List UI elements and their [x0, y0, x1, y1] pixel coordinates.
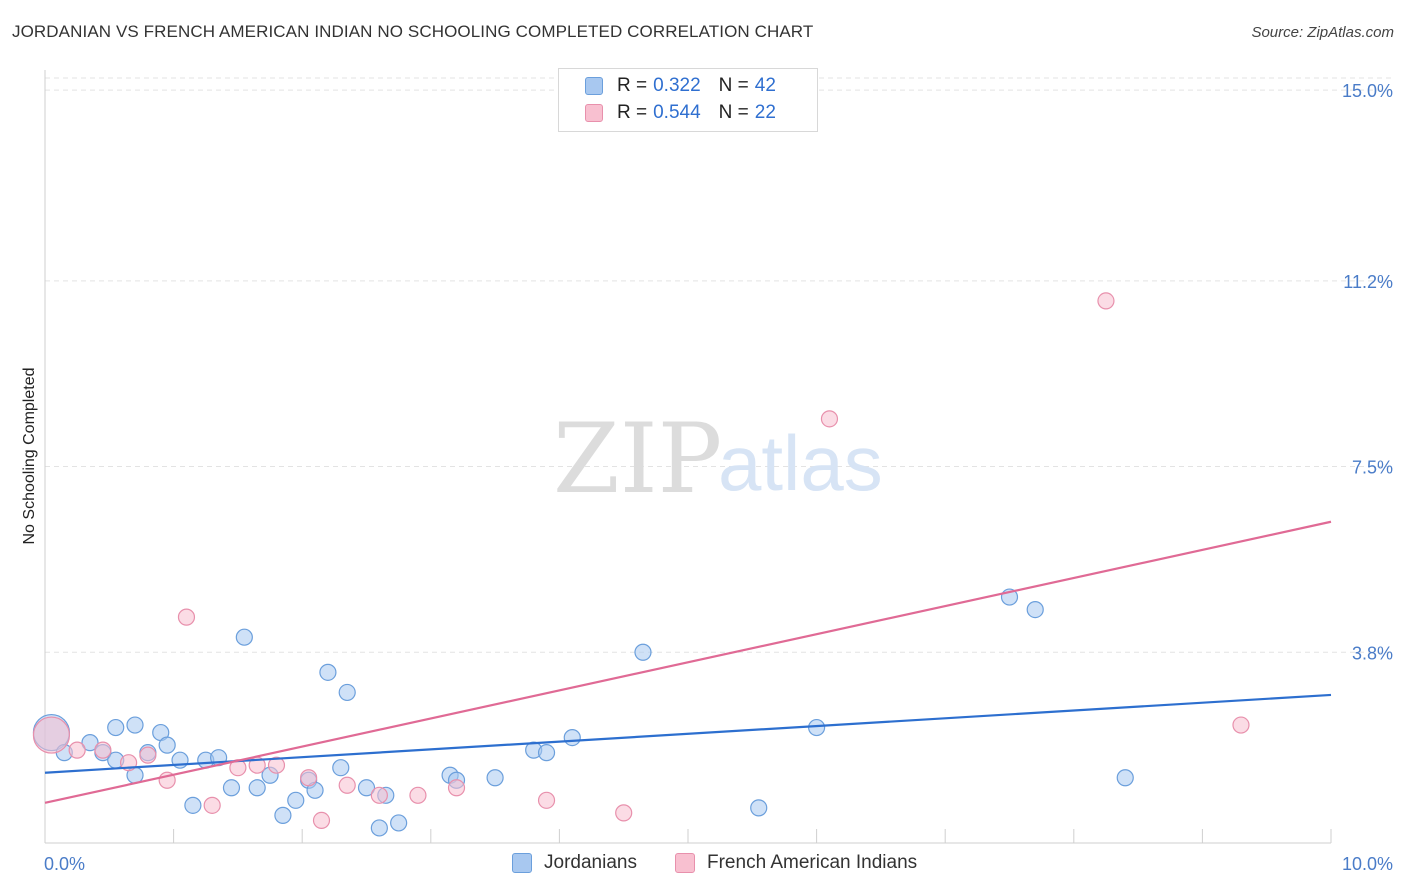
legend-n-value: 42: [754, 75, 776, 96]
legend-row-french: R = 0.544 N = 22: [585, 100, 776, 126]
watermark-zip: ZIP: [553, 403, 722, 515]
french-point: [820, 410, 839, 428]
french-point: [537, 791, 556, 809]
french-point: [68, 741, 86, 759]
legend-r-value: 0.322: [653, 75, 701, 96]
french-point: [300, 769, 318, 787]
jordanian-point: [807, 718, 826, 737]
legend-r-label: R =: [617, 75, 648, 96]
french-point: [338, 776, 356, 794]
french-point: [409, 786, 427, 804]
legend-n-label: N =: [718, 102, 749, 123]
x-tick-label: 10.0%: [1342, 854, 1393, 874]
jordanian-trend-line: [44, 693, 1332, 774]
jordanian-point: [563, 728, 581, 747]
jordanian-point: [248, 779, 266, 797]
jordanian-point: [287, 791, 305, 809]
jordanian-point: [274, 806, 292, 824]
jordanian-point: [184, 796, 202, 814]
legend-n-label: N =: [718, 75, 749, 96]
legend-swatch-blue: [585, 77, 603, 95]
y-tick-label: 11.2%: [1343, 272, 1393, 292]
legend-row-jordanians: R = 0.322 N = 42: [585, 73, 776, 99]
jordanian-point: [537, 744, 556, 762]
jordanian-point: [107, 718, 125, 737]
french-point: [203, 796, 221, 814]
french-point: [1097, 292, 1115, 310]
data-points: [32, 292, 1250, 837]
bottom-legend-label-french: French American Indians: [707, 852, 918, 873]
bottom-legend-swatch-pink: [675, 853, 695, 873]
french-point: [94, 741, 112, 759]
y-tick-label: 7.5%: [1352, 458, 1393, 478]
french-point: [267, 756, 286, 774]
legend-r-label: R =: [617, 102, 648, 123]
french-point: [1232, 716, 1250, 734]
french-point: [370, 786, 388, 804]
y-tick-label: 15.0%: [1342, 81, 1393, 101]
bottom-legend-label-jordanians: Jordanians: [544, 852, 637, 873]
jordanian-point: [1116, 769, 1134, 787]
jordanian-point: [750, 799, 768, 817]
legend-swatch-pink: [585, 104, 603, 122]
jordanian-point: [235, 628, 253, 646]
grid-lines: [45, 77, 1391, 653]
french-trend-line: [44, 520, 1332, 804]
french-point: [312, 811, 331, 830]
trend-lines: [44, 520, 1332, 804]
bottom-legend-jordanians: Jordanians: [512, 852, 637, 874]
jordanian-point: [158, 736, 176, 754]
legend-r-value: 0.544: [653, 102, 701, 123]
jordanian-point: [370, 819, 388, 837]
jordanian-point: [332, 759, 350, 777]
jordanian-point: [634, 643, 652, 661]
bottom-legend-french: French American Indians: [675, 852, 917, 874]
french-point: [177, 608, 196, 626]
jordanian-point: [390, 814, 408, 832]
bottom-legend-swatch-blue: [512, 853, 532, 873]
watermark: ZIP atlas: [553, 403, 883, 515]
french-point: [32, 716, 71, 754]
chart-title: JORDANIAN VS FRENCH AMERICAN INDIAN NO S…: [12, 22, 814, 41]
axes: [44, 70, 1332, 844]
french-point: [139, 746, 157, 764]
legend-n-value: 22: [754, 102, 776, 123]
jordanian-point: [486, 769, 504, 787]
stats-legend: R = 0.322 N = 42 R = 0.544 N = 22: [558, 68, 818, 132]
x-tick-label: 0.0%: [44, 854, 85, 874]
tick-labels: 3.8% 7.5% 11.2% 15.0% 0.0% 10.0%: [44, 81, 1393, 874]
jordanian-point: [1026, 600, 1044, 619]
jordanian-point: [338, 683, 356, 702]
jordanian-point: [222, 779, 241, 797]
jordanian-point: [319, 663, 337, 681]
source-credit: Source: ZipAtlas.com: [1251, 24, 1394, 41]
jordanian-point: [126, 716, 144, 734]
watermark-atlas: atlas: [718, 419, 883, 507]
y-axis-label: No Schooling Completed: [21, 368, 38, 545]
french-point: [447, 779, 466, 797]
jordanian-point: [357, 779, 376, 797]
jordanian-point: [81, 734, 99, 752]
y-tick-label: 3.8%: [1352, 643, 1393, 663]
french-point: [615, 804, 633, 822]
